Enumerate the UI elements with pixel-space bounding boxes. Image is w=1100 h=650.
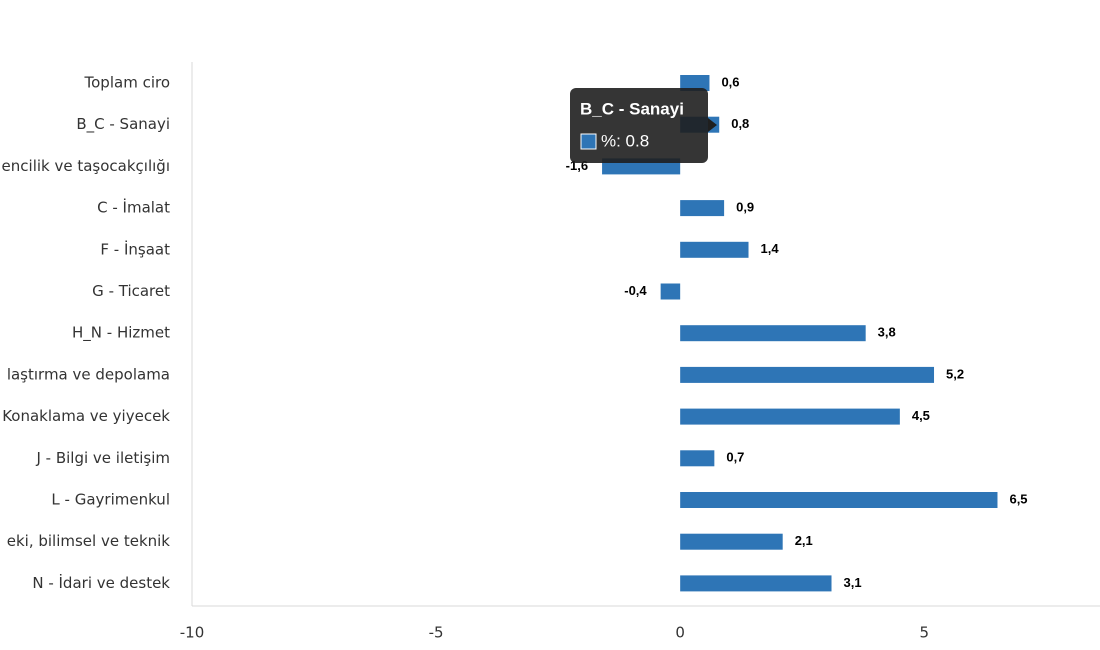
category-label: C - İmalat <box>97 198 170 217</box>
category-label: B_C - Sanayi <box>76 115 170 134</box>
bar <box>680 450 715 467</box>
category-label: laştırma ve depolama <box>7 365 170 383</box>
bar <box>680 408 900 425</box>
tooltip-text: %: 0.8 <box>601 131 649 150</box>
category-label: eki, bilimsel ve teknik <box>7 532 171 550</box>
value-label: 1,4 <box>761 241 780 256</box>
category-label: N - İdari ve destek <box>32 573 170 592</box>
tooltip-box <box>570 88 708 163</box>
bar <box>680 325 866 342</box>
value-label: 0,6 <box>721 74 739 89</box>
bar <box>680 575 832 592</box>
value-label: 0,7 <box>726 450 744 465</box>
tooltip-arrow <box>708 118 717 132</box>
bar <box>660 283 681 300</box>
category-label: Konaklama ve yiyecek <box>2 407 170 425</box>
category-label: H_N - Hizmet <box>72 324 170 343</box>
tooltip-title: B_C - Sanayi <box>580 99 684 118</box>
tooltip-swatch <box>580 133 597 150</box>
bar <box>680 241 749 258</box>
x-tick-label: 5 <box>919 624 929 642</box>
bar <box>680 200 725 217</box>
value-label: 4,5 <box>912 408 930 423</box>
x-tick-label: -5 <box>429 624 444 642</box>
tooltip: B_C - Sanayi %: 0.8 <box>570 88 717 163</box>
x-tick-label: -10 <box>180 624 205 642</box>
category-label: F - İnşaat <box>100 239 170 258</box>
bar <box>680 75 710 91</box>
category-label: encilik ve taşocakçılığı <box>2 157 170 175</box>
bar <box>680 366 935 383</box>
value-label: 5,2 <box>946 366 964 381</box>
value-label: 3,8 <box>878 325 896 340</box>
x-tick-label: 0 <box>675 624 685 642</box>
value-label: 0,9 <box>736 200 754 215</box>
category-label: J - Bilgi ve iletişim <box>35 449 170 467</box>
category-label: L - Gayrimenkul <box>51 491 170 509</box>
bar <box>680 492 998 508</box>
value-label: 2,1 <box>795 533 813 548</box>
category-label: Toplam ciro <box>84 74 170 92</box>
value-label: -0,4 <box>624 283 647 298</box>
value-label: 3,1 <box>844 575 862 590</box>
value-label: 0,8 <box>731 116 749 131</box>
category-label: G - Ticaret <box>92 282 170 300</box>
bar <box>680 533 783 550</box>
value-label: 6,5 <box>1009 491 1027 506</box>
